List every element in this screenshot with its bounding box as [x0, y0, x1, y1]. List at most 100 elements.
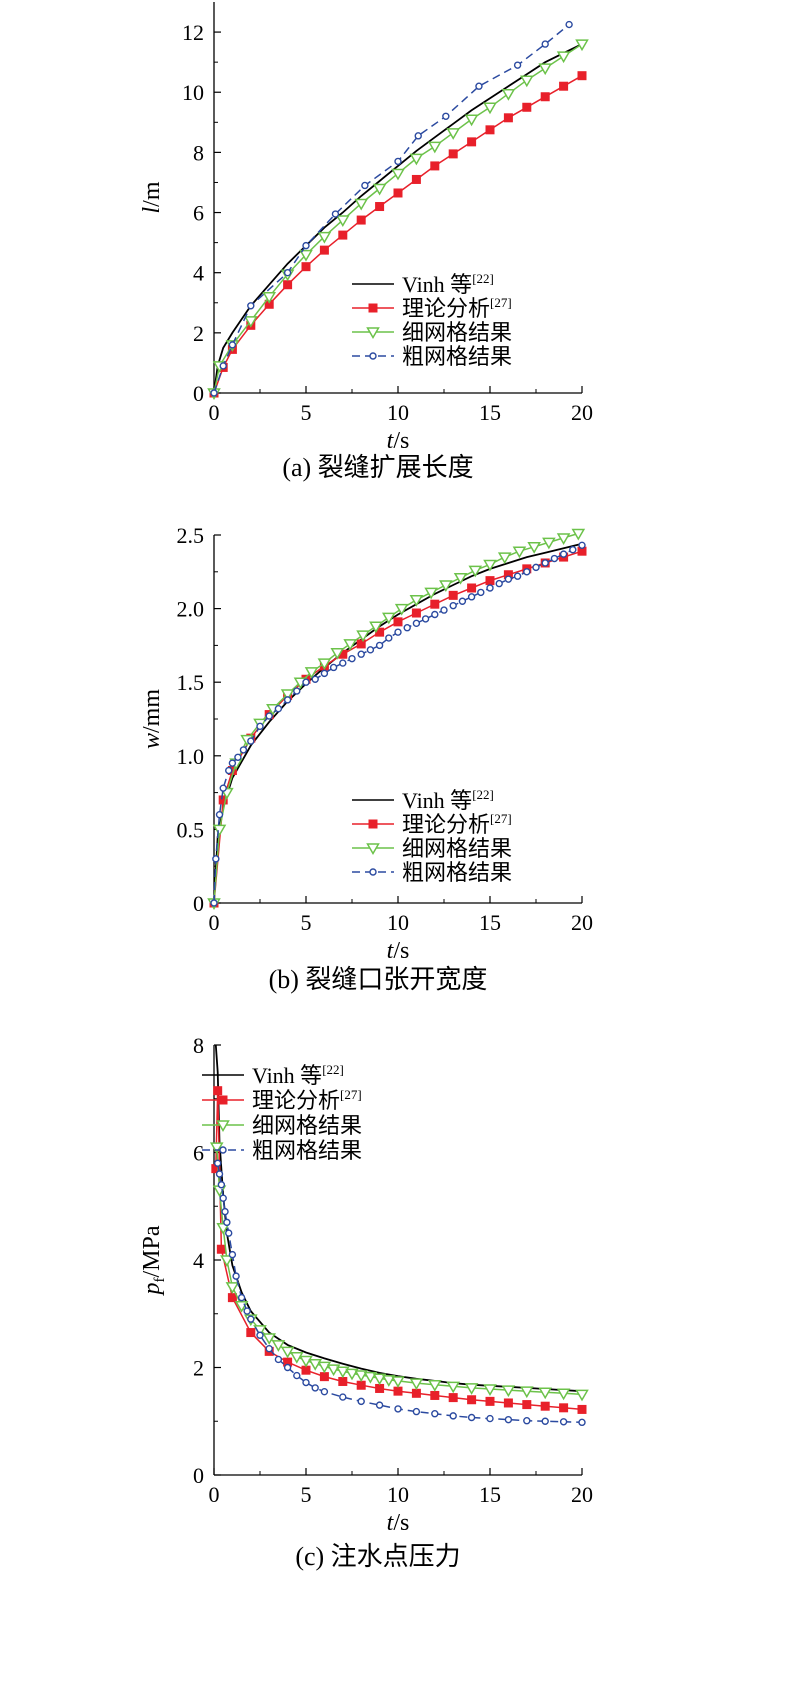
data-point-theory [503, 1398, 513, 1408]
y-tick-label: 10 [182, 80, 204, 105]
data-point-coarse [329, 663, 338, 672]
data-point-coarse [578, 541, 586, 550]
legend-marker-fine [366, 327, 380, 339]
data-point-coarse [523, 568, 531, 576]
y-tick-label: 2.0 [177, 597, 205, 622]
data-point-coarse [442, 112, 450, 120]
data-point-coarse [559, 550, 568, 558]
data-point-fine [372, 1373, 387, 1386]
data-point-coarse [467, 593, 476, 601]
data-point-theory [283, 1357, 293, 1367]
data-point-coarse [302, 1378, 310, 1387]
data-point-fine [409, 1378, 424, 1391]
data-point-coarse [215, 810, 224, 819]
data-point-coarse [495, 579, 503, 588]
data-point-coarse [513, 61, 522, 69]
data-point-theory [301, 262, 311, 272]
x-tick-label: 20 [571, 1482, 593, 1507]
data-point-fine [527, 542, 541, 554]
data-point-coarse [541, 1417, 549, 1425]
data-point-theory [577, 546, 587, 556]
series-line-coarse [213, 24, 570, 394]
data-point-coarse [215, 1170, 224, 1178]
legend-text-coarse: 粗网格结果 [402, 860, 512, 885]
data-point-coarse [504, 575, 513, 583]
legend-ref-vinh: [22] [472, 787, 494, 802]
legend-label-theory: 理论分析[27] [402, 295, 512, 321]
data-point-theory [319, 1372, 329, 1382]
y-axis-label-var: p [139, 1283, 165, 1297]
data-point-fine [335, 215, 350, 228]
data-point-coarse [357, 1397, 365, 1406]
legend-label-coarse: 粗网格结果 [402, 860, 512, 885]
data-point-coarse [375, 641, 384, 650]
data-point-fine [391, 168, 405, 181]
data-point-coarse [467, 1413, 476, 1422]
data-point-theory [485, 576, 495, 586]
data-point-coarse [237, 1293, 246, 1302]
data-point-fine [446, 128, 461, 140]
data-point-coarse [210, 389, 218, 397]
legend-text-theory: 理论分析 [402, 812, 490, 837]
data-point-theory [411, 608, 421, 618]
y-tick-label: 4 [193, 1248, 204, 1273]
data-point-coarse [302, 241, 310, 250]
data-point-fine [280, 689, 295, 701]
data-point-coarse [541, 559, 549, 567]
y-axis-label-subscript: f [152, 1278, 168, 1283]
data-point-theory [246, 1328, 256, 1338]
series-coarse [210, 541, 586, 907]
data-point-coarse [403, 624, 411, 632]
data-point-coarse [414, 132, 422, 140]
data-point-coarse [385, 634, 393, 642]
legend-marker-theory [368, 819, 378, 829]
data-point-coarse [475, 82, 483, 90]
data-point-fine [243, 316, 258, 328]
chart-panel-b: 0 5 10 15 20 0 0.5 1.0 1.5 2.0 2.5 t/s w/mm Vinh 等[22… [139, 523, 593, 994]
series-theory [209, 71, 587, 398]
legend-label-vinh: Vinh 等[22] [402, 271, 494, 297]
data-point-coarse [559, 1418, 568, 1426]
data-point-fine [372, 183, 387, 196]
data-point-coarse [228, 1250, 237, 1259]
series-line-coarse [216, 1163, 583, 1424]
x-axis-label-var: t [387, 938, 395, 964]
data-point-fine [335, 1366, 350, 1379]
y-tick-label: 1.0 [177, 744, 205, 769]
data-point-fine [501, 88, 516, 101]
data-point-fine [271, 1340, 286, 1352]
data-point-fine [209, 1142, 224, 1155]
data-point-fine [556, 51, 571, 64]
data-point-fine [501, 1385, 516, 1398]
y-tick-label: 8 [193, 140, 204, 165]
data-point-coarse [486, 584, 494, 592]
data-point-coarse [394, 1405, 402, 1413]
series-vinh [213, 43, 583, 394]
data-point-coarse [449, 601, 457, 610]
series-fine [209, 1142, 589, 1402]
data-point-coarse [219, 362, 227, 370]
y-axis-label: pf/MPa [139, 1225, 168, 1296]
legend-text-coarse: 粗网格结果 [252, 1138, 362, 1163]
data-point-coarse [223, 1218, 231, 1227]
data-point-coarse [283, 696, 292, 704]
data-point-fine [225, 1282, 240, 1294]
data-point-theory [559, 1403, 569, 1413]
data-point-fine [483, 102, 497, 115]
data-point-fine [289, 1352, 304, 1364]
y-axis-label-var: w [139, 733, 165, 749]
data-point-coarse [458, 597, 467, 605]
data-point-theory [218, 795, 228, 805]
series-theory [211, 1086, 587, 1414]
y-axis-label-unit: /mm [139, 689, 165, 733]
data-point-fine [262, 292, 277, 304]
data-point-coarse [247, 1315, 255, 1323]
data-point-coarse [394, 157, 402, 166]
y-tick-label: 0 [193, 381, 204, 406]
data-point-coarse [394, 628, 402, 636]
data-point-coarse [311, 675, 319, 683]
legend-label-fine: 细网格结果 [402, 836, 512, 861]
data-point-coarse [311, 1384, 319, 1392]
